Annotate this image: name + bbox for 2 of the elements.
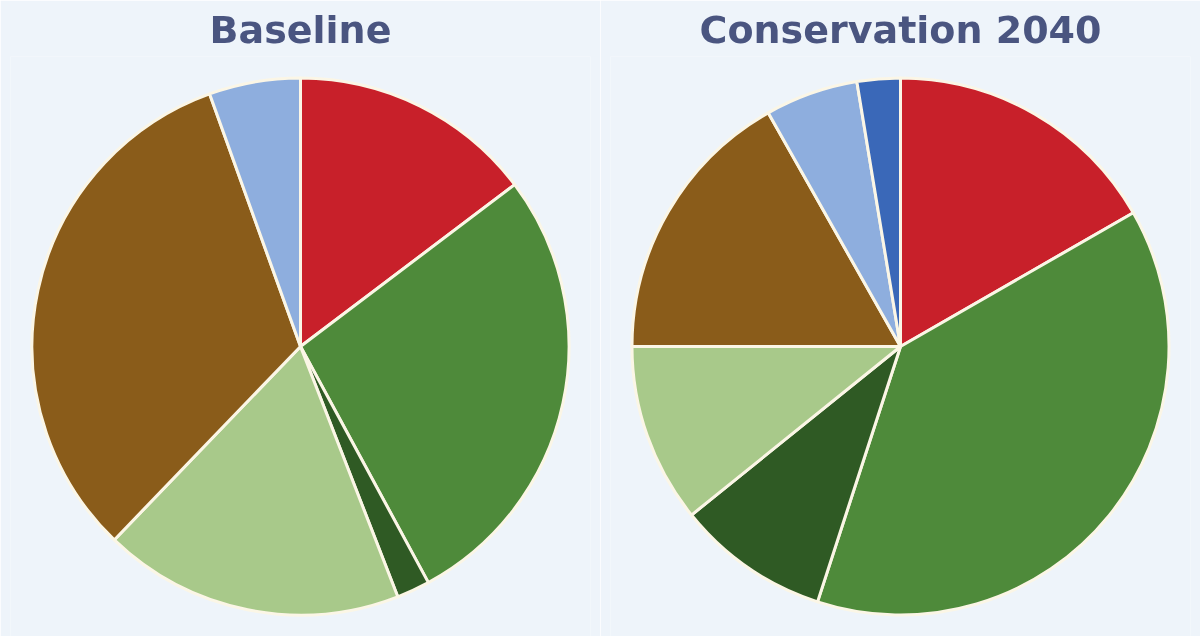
chart-title: Baseline	[209, 7, 392, 52]
chart-title: Conservation 2040	[699, 7, 1102, 52]
